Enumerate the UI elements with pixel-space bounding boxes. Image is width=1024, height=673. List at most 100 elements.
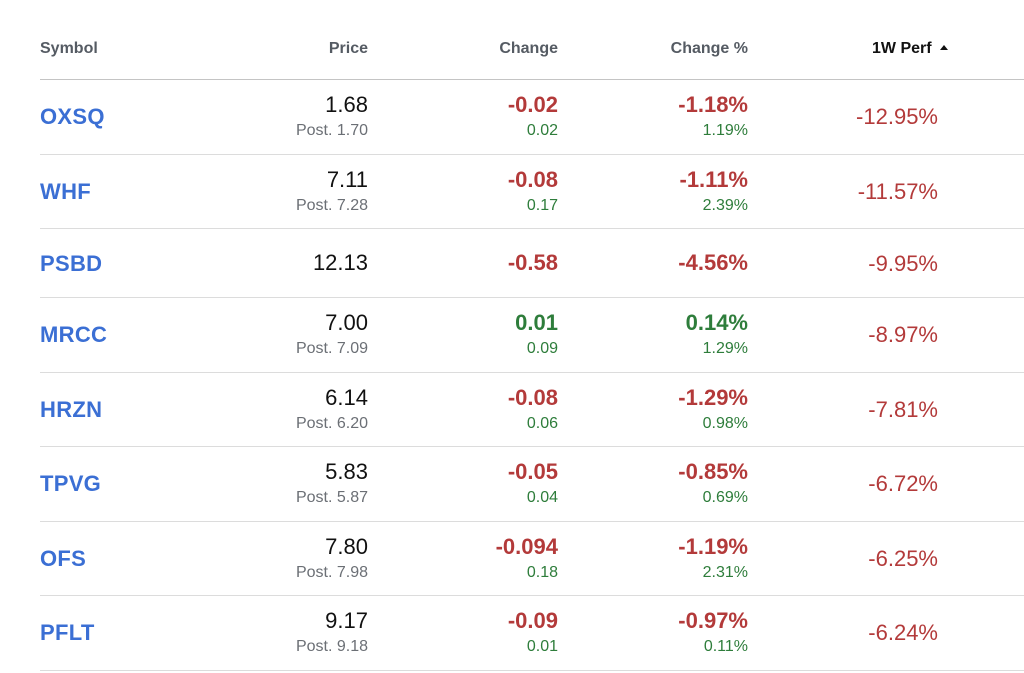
price-value: 1.68 — [325, 92, 368, 117]
column-header-price[interactable]: Price — [328, 40, 368, 57]
perf-1w-value: -11.57% — [857, 178, 938, 204]
perf-1w-value: -9.95% — [868, 251, 938, 276]
perf-1w-value: -12.95% — [856, 104, 938, 129]
change-pct-value: -0.97% — [678, 608, 748, 633]
column-header-1w-perf[interactable]: 1W Perf — [872, 40, 948, 58]
price-cell: 1.68 Post. 1.70 — [296, 80, 368, 141]
price-cell: 6.14 Post. 6.20 — [296, 373, 368, 434]
post-market-price: Post. 9.18 — [295, 638, 368, 655]
perf-1w-value: -8.97% — [868, 322, 938, 347]
table-row[interactable]: MRCC 7.00 Post. 7.09 0.01 0.09 0.14% 1.2… — [40, 298, 1024, 373]
column-header-change[interactable]: Change — [499, 40, 558, 57]
symbol-link[interactable]: MRCC — [40, 322, 108, 347]
change-pct-value: -1.11% — [679, 166, 749, 192]
post-market-change: 0.09 — [526, 340, 558, 357]
price-cell: 7.80 Post. 7.98 — [296, 522, 368, 583]
post-market-change: 0.17 — [526, 196, 558, 214]
symbol-link[interactable]: WHF — [40, 178, 91, 204]
post-market-change-pct: 1.29% — [702, 340, 748, 357]
change-pct-cell: -4.56% — [678, 229, 748, 276]
change-cell: -0.02 0.02 — [508, 80, 558, 141]
post-market-change: 0.01 — [526, 638, 558, 655]
post-market-change-pct: 2.31% — [702, 563, 748, 581]
post-market-change-pct: 2.39% — [702, 196, 748, 214]
change-cell: -0.58 — [508, 229, 558, 276]
change-pct-cell: 0.14% 1.29% — [686, 298, 748, 359]
change-cell: -0.094 0.18 — [496, 522, 558, 583]
change-cell: -0.08 0.06 — [508, 373, 558, 434]
sort-ascending-icon — [939, 45, 948, 50]
change-pct-cell: -0.97% 0.11% — [678, 596, 748, 657]
post-market-change: 0.04 — [526, 489, 558, 506]
change-value: -0.58 — [507, 250, 558, 275]
post-market-price: Post. 1.70 — [295, 122, 368, 139]
price-value: 12.13 — [312, 250, 368, 275]
price-value: 7.00 — [325, 310, 368, 335]
price-cell: 12.13 — [313, 229, 368, 276]
price-value: 7.11 — [326, 166, 368, 192]
change-value: -0.08 — [507, 384, 558, 410]
perf-1w-value: -6.24% — [868, 620, 938, 645]
change-pct-cell: -1.11% 2.39% — [680, 155, 749, 216]
price-cell: 5.83 Post. 5.87 — [296, 447, 368, 508]
change-pct-cell: -0.85% 0.69% — [678, 447, 748, 508]
column-header-symbol[interactable]: Symbol — [40, 40, 98, 57]
change-pct-cell: -1.18% 1.19% — [678, 80, 748, 141]
change-pct-value: -0.85% — [678, 459, 748, 484]
table-header: Symbol Price Change Change % 1W Perf — [40, 0, 1024, 80]
post-market-price: Post. 5.87 — [295, 489, 368, 506]
change-pct-value: -4.56% — [678, 250, 748, 275]
symbol-link[interactable]: OFS — [40, 545, 87, 571]
symbol-link[interactable]: TPVG — [40, 471, 102, 496]
post-market-change-pct: 0.98% — [702, 414, 748, 432]
change-pct-value: -1.18% — [678, 92, 748, 117]
symbol-link[interactable]: OXSQ — [40, 104, 105, 129]
post-market-price: Post. 7.98 — [295, 563, 368, 581]
change-value: -0.02 — [507, 92, 558, 117]
change-pct-value: 0.14% — [685, 310, 748, 335]
column-header-1w-perf-label: 1W Perf — [872, 40, 932, 57]
price-value: 6.14 — [325, 384, 368, 410]
change-pct-cell: -1.19% 2.31% — [678, 522, 748, 583]
table-row[interactable]: OFS 7.80 Post. 7.98 -0.094 0.18 -1.19% 2… — [40, 522, 1024, 596]
change-cell: -0.08 0.17 — [508, 155, 558, 216]
column-header-change-pct[interactable]: Change % — [670, 40, 748, 57]
table-row[interactable]: OXSQ 1.68 Post. 1.70 -0.02 0.02 -1.18% 1… — [40, 80, 1024, 155]
change-pct-cell: -1.29% 0.98% — [678, 373, 748, 434]
change-pct-value: -1.29% — [678, 384, 748, 410]
post-market-change-pct: 0.11% — [703, 638, 748, 655]
price-cell: 7.00 Post. 7.09 — [296, 298, 368, 359]
symbol-link[interactable]: HRZN — [40, 396, 103, 422]
post-market-price: Post. 7.09 — [295, 340, 368, 357]
stock-table: Symbol Price Change Change % 1W Perf OXS… — [40, 0, 1024, 671]
table-row[interactable]: HRZN 6.14 Post. 6.20 -0.08 0.06 -1.29% 0… — [40, 373, 1024, 447]
price-value: 7.80 — [325, 533, 368, 559]
table-row[interactable]: PSBD 12.13 -0.58 -4.56% -9.95% — [40, 229, 1024, 298]
perf-1w-value: -7.81% — [868, 396, 938, 422]
price-cell: 7.11 Post. 7.28 — [296, 155, 368, 216]
post-market-change: 0.18 — [526, 563, 558, 581]
symbol-link[interactable]: PSBD — [40, 251, 103, 276]
change-value: -0.08 — [507, 166, 558, 192]
change-value: -0.09 — [507, 608, 558, 633]
post-market-change: 0.02 — [526, 122, 558, 139]
post-market-price: Post. 7.28 — [295, 196, 368, 214]
price-value: 5.83 — [325, 459, 368, 484]
perf-1w-value: -6.25% — [868, 545, 938, 571]
symbol-link[interactable]: PFLT — [40, 620, 95, 645]
table-row[interactable]: WHF 7.11 Post. 7.28 -0.08 0.17 -1.11% 2.… — [40, 155, 1024, 229]
price-cell: 9.17 Post. 9.18 — [296, 596, 368, 657]
post-market-price: Post. 6.20 — [295, 414, 368, 432]
change-value: -0.05 — [507, 459, 558, 484]
change-cell: 0.01 0.09 — [515, 298, 558, 359]
table-row[interactable]: PFLT 9.17 Post. 9.18 -0.09 0.01 -0.97% 0… — [40, 596, 1024, 671]
change-cell: -0.05 0.04 — [508, 447, 558, 508]
change-pct-value: -1.19% — [678, 533, 748, 559]
post-market-change: 0.06 — [526, 414, 558, 432]
table-row[interactable]: TPVG 5.83 Post. 5.87 -0.05 0.04 -0.85% 0… — [40, 447, 1024, 522]
change-value: -0.094 — [495, 533, 558, 559]
change-cell: -0.09 0.01 — [508, 596, 558, 657]
post-market-change-pct: 0.69% — [702, 489, 748, 506]
price-value: 9.17 — [325, 608, 368, 633]
change-value: 0.01 — [515, 310, 558, 335]
